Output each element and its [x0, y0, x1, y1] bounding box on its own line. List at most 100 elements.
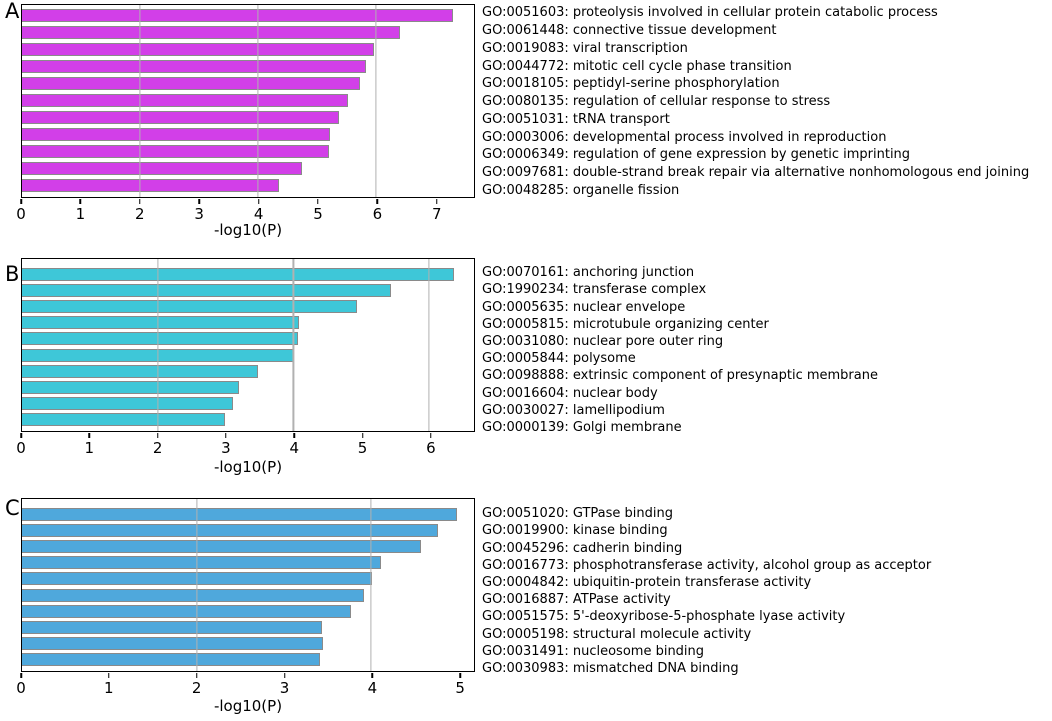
go-term-label: GO:0000139: Golgi membrane — [482, 419, 682, 435]
bar-row — [22, 363, 474, 379]
x-tick-mark — [20, 673, 22, 678]
x-tick-mark — [376, 199, 379, 204]
bar — [22, 413, 225, 427]
go-term-label: GO:0005635: nuclear envelope — [482, 299, 686, 315]
bar-row — [22, 412, 474, 428]
bar-row — [22, 41, 474, 58]
x-tick-label: 3 — [194, 205, 204, 223]
bar — [22, 60, 367, 73]
panel-b-x-axis-label: -log10(P) — [213, 458, 283, 476]
bar-row — [22, 315, 474, 331]
x-tick-label: 1 — [104, 679, 114, 697]
x-tick-mark — [88, 433, 91, 438]
bar — [22, 621, 323, 635]
x-tick-label: 4 — [253, 205, 264, 223]
panel-c-bars-layer — [22, 499, 474, 671]
x-tick-label: 7 — [432, 205, 442, 223]
x-tick-mark — [371, 673, 374, 678]
go-term-label: GO:0031080: nuclear pore outer ring — [482, 333, 724, 349]
go-term-label: GO:0031491: nucleosome binding — [482, 643, 705, 659]
bar-row — [22, 396, 474, 412]
bar-row — [22, 571, 474, 587]
bar-row — [22, 379, 474, 395]
x-tick-mark — [79, 199, 82, 204]
x-tick-mark — [225, 433, 227, 438]
x-tick-mark — [430, 433, 432, 438]
bar — [22, 179, 280, 192]
x-tick-label: 0 — [16, 205, 26, 223]
panel-b-category-labels: GO:0070161: anchoring junction GO:1990234… — [482, 264, 1052, 436]
bar — [22, 540, 421, 553]
bar — [22, 523, 439, 537]
go-term-label: GO:0051020: GTPase binding — [482, 506, 674, 522]
x-tick-mark — [257, 199, 260, 204]
bar-row — [22, 160, 474, 177]
bar — [22, 556, 381, 570]
x-tick-mark — [293, 433, 296, 438]
x-tick-mark — [317, 199, 319, 204]
bar — [22, 332, 299, 346]
go-term-label: GO:0045296: cadherin binding — [482, 540, 683, 556]
panel-b-x-axis: 0 1 2 3 4 5 6 — [16, 433, 476, 463]
panel-a-x-axis-label: -log10(P) — [213, 221, 283, 239]
go-term-label: GO:1990234: transferase complex — [482, 282, 707, 298]
panel-c-x-axis-label: -log10(P) — [213, 697, 283, 715]
bar-row — [22, 143, 474, 160]
go-term-label: GO:0005198: structural molecule activity — [482, 626, 752, 642]
go-term-label: GO:0097681: double-strand break repair v… — [482, 164, 1030, 180]
bar — [22, 348, 295, 362]
panel-c-category-labels: GO:0051020: GTPase binding GO:0019900: ki… — [482, 505, 1052, 677]
x-tick-label: 2 — [191, 679, 202, 697]
bar — [22, 397, 234, 411]
x-tick-mark — [139, 199, 141, 204]
bar-row — [22, 126, 474, 143]
bar-row — [22, 92, 474, 109]
bar — [22, 381, 240, 395]
panel-a-category-labels: GO:0051603: proteolysis involved in cell… — [482, 4, 1052, 199]
panel-b: B 0 1 2 3 4 5 6 -log10(P) GO:0070161: anchorin… — [0, 248, 1052, 486]
panel-c-letter: C — [5, 496, 20, 520]
go-term-label: GO:0048285: organelle fission — [482, 182, 680, 198]
bar — [22, 653, 321, 667]
x-tick-mark — [361, 433, 364, 438]
go-term-label: GO:0003006: developmental process involv… — [482, 129, 887, 145]
go-term-label: GO:0070161: anchoring junction — [482, 265, 695, 281]
bar-row — [22, 24, 474, 41]
bar — [22, 94, 348, 107]
go-term-label: GO:0051575: 5'-deoxyribose-5-phosphate l… — [482, 609, 846, 625]
go-term-label: GO:0006349: regulation of gene expressio… — [482, 147, 911, 163]
bar-row — [22, 619, 474, 635]
go-term-label: GO:0016773: phosphotransferase activity,… — [482, 557, 932, 573]
x-tick-mark — [195, 673, 198, 678]
x-tick-label: 4 — [367, 679, 378, 697]
panel-c-x-axis: 0 1 2 3 4 5 — [16, 673, 476, 703]
bar-row — [22, 109, 474, 126]
go-term-label: GO:0080135: regulation of cellular respo… — [482, 94, 831, 110]
x-tick-label: 5 — [357, 439, 368, 457]
x-tick-mark — [20, 199, 22, 204]
bar-row — [22, 538, 474, 554]
x-tick-label: 6 — [372, 205, 383, 223]
bar-row — [22, 636, 474, 652]
bar — [22, 26, 400, 39]
panel-a: A 0 1 2 3 4 5 6 7 -log10(P) GO:0051603: proteol… — [0, 0, 1052, 248]
panel-a-plot — [21, 4, 475, 198]
x-tick-label: 5 — [313, 205, 323, 223]
go-term-label: GO:0018105: peptidyl-serine phosphorylat… — [482, 76, 780, 92]
bar — [22, 283, 391, 297]
x-tick-label: 0 — [16, 439, 26, 457]
x-tick-mark — [156, 433, 159, 438]
x-tick-mark — [108, 673, 110, 678]
x-tick-label: 3 — [221, 439, 231, 457]
x-tick-mark — [20, 433, 22, 438]
x-tick-label: 4 — [289, 439, 300, 457]
go-term-label: GO:0005844: polysome — [482, 351, 636, 367]
bar — [22, 637, 324, 651]
go-term-label: GO:0030027: lamellipodium — [482, 402, 665, 418]
panel-c: C 0 1 2 3 4 5 -log10(P) GO:0051020: GTPase bi… — [0, 486, 1052, 721]
go-term-label: GO:0019900: kinase binding — [482, 523, 668, 539]
go-term-label: GO:0044772: mitotic cell cycle phase tra… — [482, 58, 792, 74]
go-term-label: GO:0061448: connective tissue developmen… — [482, 23, 777, 39]
bar — [22, 267, 454, 281]
